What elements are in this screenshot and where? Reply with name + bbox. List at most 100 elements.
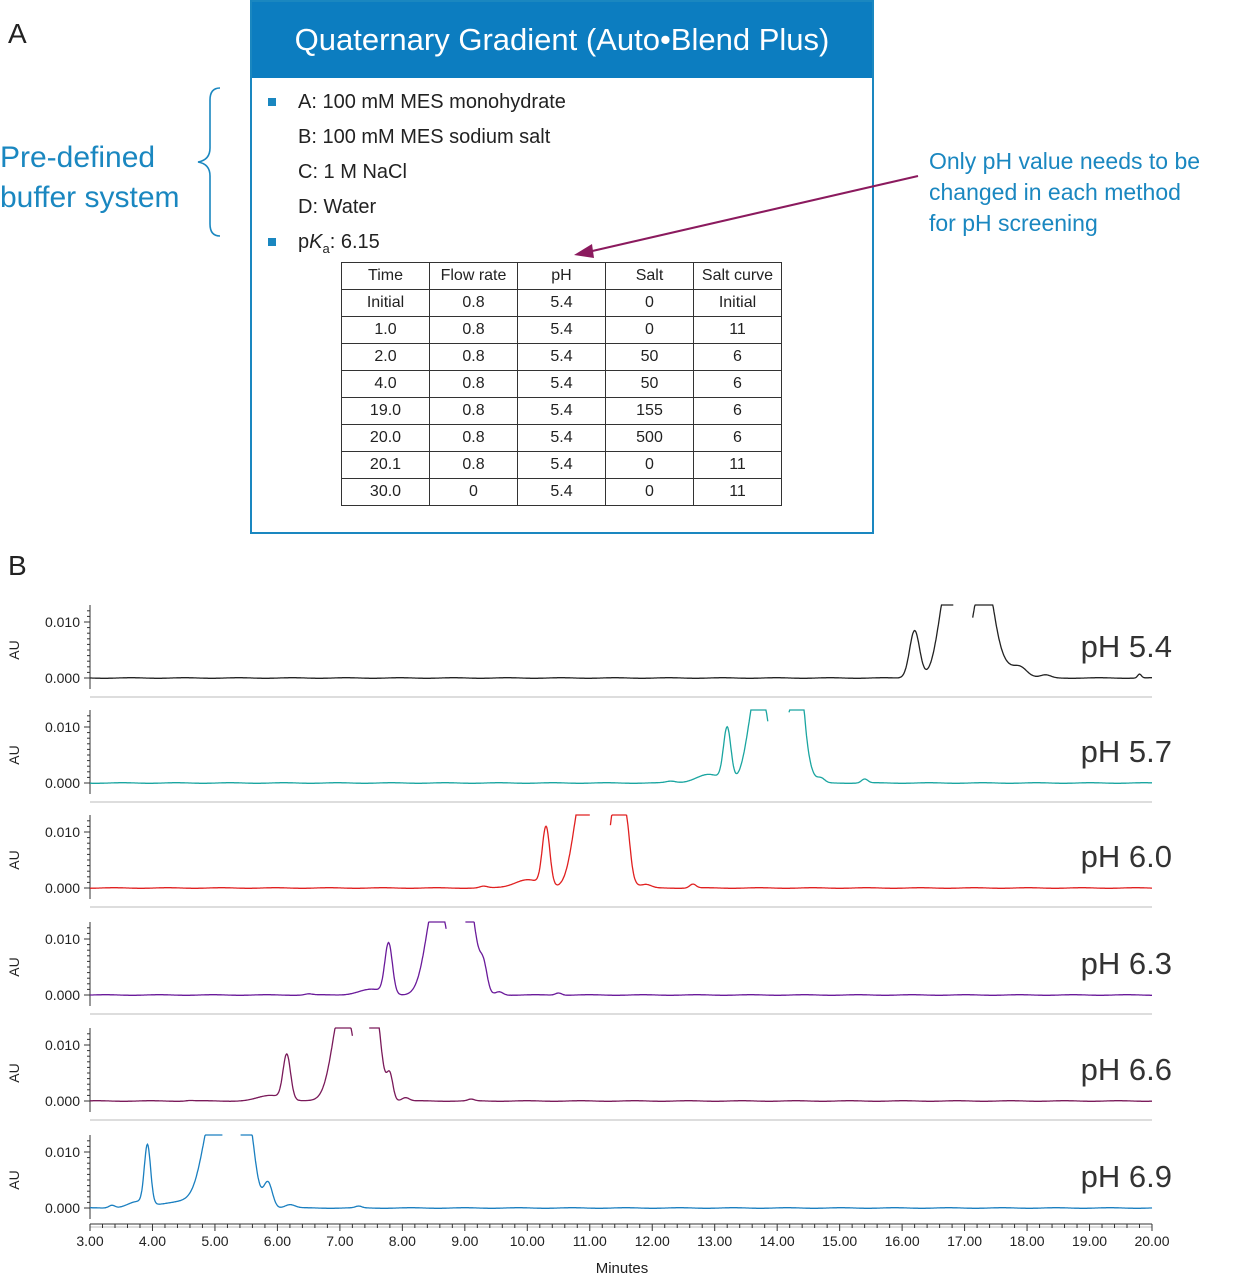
x-tick-label: 15.00	[822, 1233, 857, 1249]
table-cell: 0.8	[429, 316, 518, 344]
annotation-line-2: changed in each method	[929, 179, 1181, 205]
table-row: 30.0 0 5.4 0 11	[341, 478, 782, 506]
y-axis-label: AU	[6, 850, 22, 869]
table-cell: 500	[605, 424, 694, 452]
buffer-b-text: B: 100 mM MES sodium salt	[298, 126, 551, 148]
y-tick-label: 0.010	[45, 824, 80, 840]
predefined-buffer-label: Pre-defined buffer system	[0, 138, 180, 218]
series-line	[90, 604, 954, 679]
pka-prefix: p	[298, 231, 310, 253]
panel-b-letter: B	[8, 550, 27, 581]
y-tick-label: 0.010	[45, 1037, 80, 1053]
table-row: 20.0 0.8 5.4 500 6	[341, 424, 782, 452]
x-tick-label: 18.00	[1010, 1233, 1045, 1249]
series-label: pH 6.3	[1081, 946, 1172, 981]
gradient-method-box: Quaternary Gradient (Auto•Blend Plus) A:…	[250, 0, 874, 534]
table-row: 19.0 0.8 5.4 155 6	[341, 397, 782, 425]
table-cell: 0	[429, 478, 518, 506]
x-tick-label: 14.00	[760, 1233, 795, 1249]
series-line	[609, 814, 1152, 889]
table-cell: 5.4	[517, 424, 606, 452]
y-axis-label: AU	[6, 745, 22, 764]
x-tick-label: 3.00	[76, 1233, 103, 1249]
series-label: pH 6.9	[1081, 1159, 1172, 1194]
buffer-list: A: 100 mM MES monohydrate B: 100 mM MES …	[268, 88, 566, 263]
x-tick-label: 16.00	[885, 1233, 920, 1249]
table-cell: 11	[693, 478, 782, 506]
table-cell: 50	[605, 343, 694, 371]
y-tick-label: 0.000	[45, 775, 80, 791]
x-tick-label: 5.00	[201, 1233, 228, 1249]
table-cell: 5.4	[517, 343, 606, 371]
series-line	[90, 814, 590, 889]
table-row: Initial 0.8 5.4 0 Initial	[341, 289, 782, 317]
series-line	[90, 709, 769, 784]
pka-sub: a	[322, 241, 330, 256]
pka-k: K	[309, 231, 323, 253]
x-tick-label: 10.00	[510, 1233, 545, 1249]
x-tick-label: 19.00	[1072, 1233, 1107, 1249]
y-tick-label: 0.000	[45, 1200, 80, 1216]
table-cell: 5.4	[517, 451, 606, 479]
table-header-cell: pH	[517, 262, 606, 290]
table-cell: 0.8	[429, 397, 518, 425]
y-tick-label: 0.000	[45, 987, 80, 1003]
table-header-cell: Salt curve	[693, 262, 782, 290]
table-header-row: Time Flow rate pH Salt Salt curve	[341, 262, 782, 290]
table-cell: 0.8	[429, 343, 518, 371]
series-line	[90, 1134, 223, 1209]
table-cell: 0.8	[429, 289, 518, 317]
table-row: 2.0 0.8 5.4 50 6	[341, 343, 782, 371]
table-header-cell: Flow rate	[429, 262, 518, 290]
x-tick-label: 17.00	[947, 1233, 982, 1249]
bullet-icon	[268, 238, 276, 246]
x-tick-label: 6.00	[264, 1233, 291, 1249]
buffer-a-text: A: 100 mM MES monohydrate	[298, 91, 566, 113]
table-cell: 0	[605, 316, 694, 344]
buffer-b: B: 100 mM MES sodium salt	[268, 123, 566, 158]
table-cell: 20.1	[341, 451, 430, 479]
table-cell: 5.4	[517, 289, 606, 317]
table-cell: 155	[605, 397, 694, 425]
x-tick-label: 4.00	[139, 1233, 166, 1249]
x-tick-label: 13.00	[697, 1233, 732, 1249]
series-line	[972, 604, 1152, 679]
y-tick-label: 0.010	[45, 1144, 80, 1160]
ph-annotation: Only pH value needs to be changed in eac…	[929, 146, 1200, 239]
x-tick-label: 12.00	[635, 1233, 670, 1249]
y-axis-label: AU	[6, 1170, 22, 1189]
table-row: 4.0 0.8 5.4 50 6	[341, 370, 782, 398]
gradient-table: Time Flow rate pH Salt Salt curve Initial 0.8…	[341, 262, 782, 506]
buffer-a: A: 100 mM MES monohydrate	[268, 88, 566, 123]
series-line	[788, 709, 1152, 784]
series-label: pH 5.7	[1081, 734, 1172, 769]
series-line	[465, 921, 1152, 996]
table-row: 1.0 0.8 5.4 0 11	[341, 316, 782, 344]
buffer-c: C: 1 M NaCl	[268, 158, 566, 193]
y-tick-label: 0.000	[45, 880, 80, 896]
method-header: Quaternary Gradient (Auto•Blend Plus)	[252, 2, 872, 78]
y-axis-label: AU	[6, 1063, 22, 1082]
buffer-c-text: C: 1 M NaCl	[298, 161, 407, 183]
y-axis-label: AU	[6, 957, 22, 976]
annotation-arrow-icon	[574, 175, 919, 258]
series-line	[90, 1027, 354, 1102]
buffer-d: D: Water	[268, 193, 566, 228]
series-line	[240, 1134, 1153, 1209]
table-cell: 30.0	[341, 478, 430, 506]
y-axis-label: AU	[6, 640, 22, 659]
x-tick-label: 11.00	[573, 1233, 607, 1249]
x-tick-label: 7.00	[326, 1233, 353, 1249]
y-tick-label: 0.010	[45, 931, 80, 947]
series-label: pH 6.6	[1081, 1052, 1172, 1087]
table-header-cell: Salt	[605, 262, 694, 290]
bullet-icon	[268, 98, 276, 106]
table-cell: 5.4	[517, 316, 606, 344]
x-axis-title: Minutes	[596, 1260, 649, 1277]
series-line	[369, 1027, 1152, 1102]
predefined-line-2: buffer system	[0, 181, 180, 214]
series-label: pH 6.0	[1081, 839, 1172, 874]
y-tick-label: 0.000	[45, 1093, 80, 1109]
table-cell: 2.0	[341, 343, 430, 371]
